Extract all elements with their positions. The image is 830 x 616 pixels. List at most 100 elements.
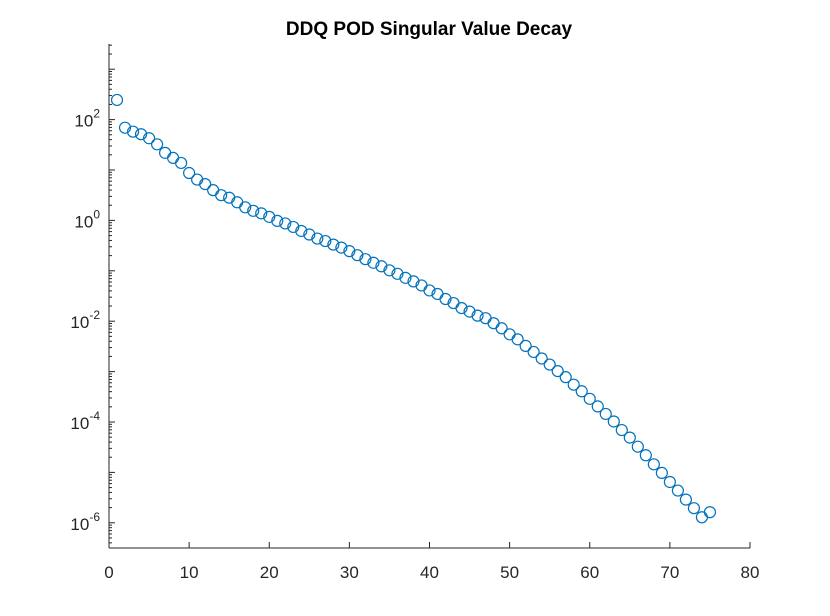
data-point	[175, 156, 188, 170]
data-point	[327, 238, 340, 251]
data-point	[167, 151, 180, 165]
y-tick-label-base: 10	[74, 212, 93, 231]
y-tick-label-base: 10	[70, 313, 89, 332]
data-point	[375, 260, 388, 273]
x-tick-label: 40	[420, 563, 439, 582]
data-point	[639, 449, 652, 462]
data-point	[191, 173, 204, 186]
x-axis-labels: 0 10 20 30 40 50 60 70 80	[104, 563, 759, 582]
data-point	[391, 267, 404, 280]
data-point	[511, 333, 524, 346]
data-point	[703, 506, 717, 519]
data-point	[607, 415, 620, 428]
x-tick-label: 80	[741, 563, 760, 582]
data-point	[335, 241, 348, 254]
y-tick-label: 102	[74, 107, 100, 131]
y-tick-label-exponent: 0	[93, 207, 100, 221]
data-point	[495, 322, 508, 335]
data-point	[679, 493, 693, 506]
data-point	[407, 275, 420, 288]
data-point	[183, 166, 196, 180]
data-point	[543, 358, 556, 371]
data-point	[311, 232, 324, 245]
data-point	[463, 305, 476, 318]
data-point	[631, 440, 644, 453]
data-point	[655, 466, 668, 480]
data-point	[535, 352, 548, 365]
y-tick-label: 10-2	[70, 308, 100, 332]
data-point	[247, 204, 260, 217]
y-tick-label-exponent: -6	[89, 510, 100, 524]
data-point	[319, 234, 332, 248]
x-tick-label: 30	[340, 563, 359, 582]
y-tick-label: 100	[74, 207, 100, 231]
data-point	[150, 138, 164, 151]
x-tick-label: 10	[180, 563, 199, 582]
data-point	[583, 392, 596, 405]
data-point	[110, 93, 124, 107]
y-tick-label-exponent: 2	[93, 107, 100, 121]
data-point	[287, 220, 300, 234]
data-point	[487, 317, 500, 330]
chart-title: DDQ POD Singular Value Decay	[286, 19, 573, 40]
y-tick-label-exponent: -4	[89, 409, 100, 423]
data-point	[471, 309, 484, 322]
data-point	[255, 207, 268, 220]
x-tick-label: 60	[580, 563, 599, 582]
data-point	[279, 217, 292, 230]
data-point	[527, 345, 540, 359]
data-point	[559, 371, 572, 384]
y-tick-label: 10-4	[70, 409, 100, 433]
data-point	[599, 407, 612, 421]
data-point	[142, 132, 156, 145]
data-point	[519, 339, 532, 352]
axes	[108, 44, 751, 549]
data-point	[663, 475, 676, 489]
data-point	[623, 431, 636, 444]
x-tick-label: 0	[104, 563, 113, 582]
y-tick-label-exponent: -2	[89, 308, 100, 322]
data-point	[263, 210, 276, 223]
data-point	[367, 256, 380, 269]
data-point	[479, 312, 492, 325]
data-point	[687, 502, 701, 515]
y-tick-label: 10-6	[70, 510, 100, 534]
data-point	[207, 184, 220, 197]
data-point	[295, 224, 308, 238]
y-tick-label-base: 10	[70, 515, 89, 534]
data-point	[439, 292, 452, 306]
data-point	[199, 178, 212, 191]
data-point	[399, 271, 412, 284]
data-point	[455, 301, 468, 315]
data-point	[671, 484, 684, 497]
data-point	[126, 125, 140, 138]
data-point	[223, 191, 236, 204]
x-tick-label: 20	[260, 563, 279, 582]
data-point	[215, 189, 228, 202]
y-tick-label-base: 10	[70, 414, 89, 433]
data-point	[503, 328, 516, 341]
data-point	[647, 458, 660, 471]
data-point	[118, 121, 132, 134]
data-point	[271, 214, 284, 228]
data-point	[695, 511, 709, 524]
data-point	[359, 253, 372, 266]
data-point	[575, 385, 588, 398]
data-point	[351, 249, 364, 262]
data-point	[567, 378, 580, 391]
data-point	[343, 245, 356, 258]
data-point	[423, 284, 436, 297]
data-point	[231, 196, 244, 209]
data-points	[110, 93, 717, 524]
x-tick-label: 70	[660, 563, 679, 582]
data-point	[383, 264, 396, 277]
x-tick-label: 50	[500, 563, 519, 582]
data-point	[239, 201, 252, 214]
data-point	[551, 364, 564, 378]
data-point	[134, 128, 148, 141]
data-point	[615, 423, 628, 437]
data-point	[303, 228, 316, 241]
data-point	[158, 146, 172, 159]
y-tick-label-base: 10	[74, 112, 93, 131]
